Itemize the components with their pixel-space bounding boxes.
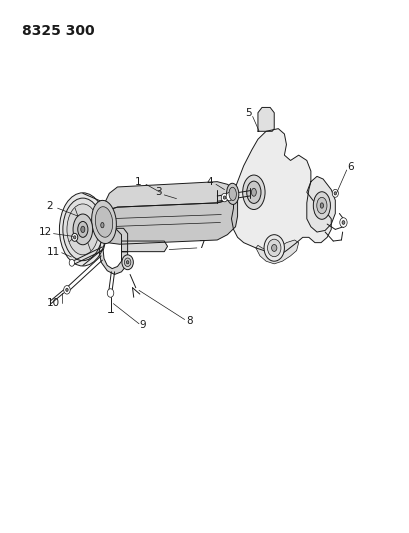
Text: 3: 3 — [155, 187, 161, 197]
Ellipse shape — [69, 260, 74, 266]
Text: 9: 9 — [139, 320, 146, 330]
Ellipse shape — [331, 189, 337, 197]
Ellipse shape — [63, 286, 70, 294]
Ellipse shape — [263, 235, 284, 261]
Text: 2: 2 — [46, 200, 53, 211]
Ellipse shape — [63, 198, 103, 261]
Ellipse shape — [341, 221, 344, 224]
Text: 12: 12 — [38, 227, 52, 237]
Ellipse shape — [226, 183, 238, 205]
Ellipse shape — [91, 200, 116, 244]
Text: 11: 11 — [47, 247, 60, 257]
Ellipse shape — [126, 261, 128, 264]
Text: 8325 300: 8325 300 — [22, 24, 94, 38]
Ellipse shape — [242, 175, 265, 209]
Polygon shape — [115, 228, 127, 252]
Ellipse shape — [312, 192, 330, 219]
Ellipse shape — [221, 193, 227, 202]
Polygon shape — [255, 240, 298, 264]
Text: 7: 7 — [198, 240, 204, 251]
Ellipse shape — [59, 193, 106, 266]
Ellipse shape — [65, 288, 68, 292]
Text: 4: 4 — [206, 176, 213, 187]
Ellipse shape — [267, 239, 280, 257]
Ellipse shape — [319, 203, 323, 208]
Ellipse shape — [271, 245, 276, 252]
Ellipse shape — [101, 222, 104, 228]
Ellipse shape — [107, 289, 114, 297]
Polygon shape — [121, 241, 167, 252]
Ellipse shape — [95, 207, 112, 237]
Ellipse shape — [246, 181, 261, 204]
Ellipse shape — [229, 187, 236, 200]
Polygon shape — [306, 176, 335, 232]
Text: 10: 10 — [47, 297, 60, 308]
Polygon shape — [231, 128, 330, 256]
Ellipse shape — [333, 192, 336, 195]
Ellipse shape — [223, 196, 225, 199]
Text: 1: 1 — [135, 176, 142, 187]
Ellipse shape — [251, 188, 256, 196]
Ellipse shape — [316, 197, 326, 214]
Ellipse shape — [339, 217, 346, 227]
Ellipse shape — [81, 226, 85, 232]
Polygon shape — [257, 108, 274, 131]
Ellipse shape — [78, 221, 88, 237]
Ellipse shape — [72, 233, 78, 241]
Ellipse shape — [94, 213, 110, 237]
Text: 8: 8 — [186, 316, 192, 326]
Text: 5: 5 — [245, 108, 251, 118]
Ellipse shape — [98, 218, 107, 232]
Polygon shape — [95, 182, 237, 223]
Polygon shape — [99, 228, 127, 274]
Ellipse shape — [226, 192, 232, 201]
Ellipse shape — [73, 214, 92, 245]
Ellipse shape — [67, 204, 99, 255]
Ellipse shape — [73, 236, 76, 239]
Ellipse shape — [121, 255, 133, 270]
Text: 6: 6 — [346, 162, 353, 172]
Ellipse shape — [124, 258, 130, 266]
Polygon shape — [95, 195, 237, 244]
